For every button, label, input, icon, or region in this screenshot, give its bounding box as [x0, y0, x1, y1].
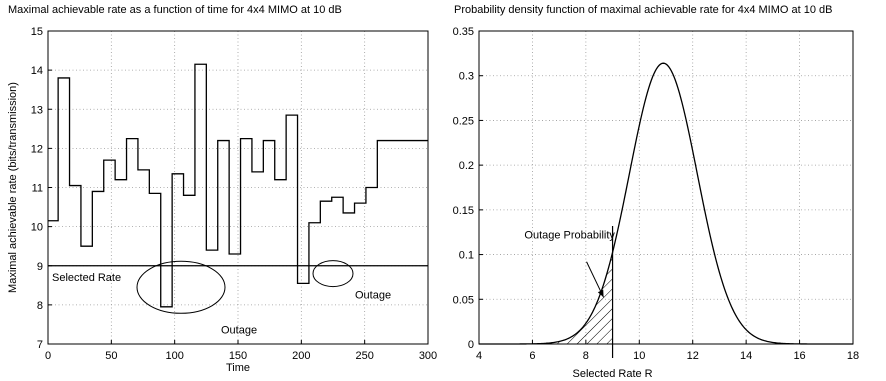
right-outage-probability-label: Outage Probability — [524, 229, 615, 241]
right-tick-labels: 4 6 8 10 12 14 16 18 0 0.05 0.1 0.15 0.2 0.25 0.3 0.35 — [453, 26, 860, 362]
left-y-tick-8: 15 — [31, 26, 43, 38]
right-x-tick-6: 16 — [793, 350, 805, 362]
right-x-tick-1: 6 — [529, 350, 535, 362]
right-y-tick-5: 0.25 — [453, 115, 474, 127]
left-y-tick-3: 10 — [31, 222, 43, 234]
right-x-tick-0: 4 — [476, 350, 482, 362]
right-grid — [479, 31, 853, 344]
left-x-tick-6: 300 — [419, 350, 437, 362]
left-x-tick-3: 150 — [229, 350, 247, 362]
right-y-tick-6: 0.3 — [459, 71, 474, 83]
left-y-tick-5: 12 — [31, 143, 43, 155]
right-x-tick-4: 12 — [687, 350, 699, 362]
right-outage-shaded-area — [479, 252, 613, 344]
right-y-tick-3: 0.15 — [453, 205, 474, 217]
right-x-axis-label: Selected Rate R — [573, 368, 653, 380]
right-y-tick-0: 0 — [468, 339, 474, 351]
right-chart-title: Probability density function of maximal … — [454, 4, 832, 16]
right-y-tick-2: 0.1 — [459, 250, 474, 262]
left-outage-annotation-1: Outage — [221, 324, 257, 336]
right-outage-arrowhead — [597, 289, 604, 298]
right-y-tick-4: 0.2 — [459, 160, 474, 172]
left-y-tick-2: 9 — [37, 261, 43, 273]
right-x-tick-3: 10 — [633, 350, 645, 362]
right-pdf-curve — [479, 62, 853, 345]
right-x-tick-7: 18 — [847, 350, 859, 362]
left-chart-title: Maximal achievable rate as a function of… — [8, 4, 342, 16]
left-x-tick-2: 100 — [165, 350, 183, 362]
left-y-tick-4: 11 — [32, 183, 43, 195]
right-x-tick-2: 8 — [583, 350, 589, 362]
left-x-tick-0: 0 — [45, 350, 51, 362]
right-plot-frame — [478, 30, 854, 345]
left-y-tick-7: 14 — [31, 65, 43, 77]
left-x-tick-4: 200 — [292, 350, 310, 362]
left-y-tick-0: 7 — [37, 339, 43, 351]
left-selected-rate-label: Selected Rate — [52, 272, 121, 284]
right-y-tick-1: 0.05 — [453, 294, 474, 306]
left-x-tick-5: 250 — [355, 350, 373, 362]
left-tick-labels: 0 50 100 150 200 250 300 7 8 9 10 11 12 13 14 15 — [31, 26, 437, 362]
left-y-tick-1: 8 — [37, 300, 43, 312]
left-outage-annotation-2: Outage — [355, 290, 391, 302]
left-outage-ellipse-1 — [136, 260, 226, 314]
left-x-axis-label: Time — [226, 362, 250, 374]
left-outage-ellipse-2 — [312, 260, 354, 288]
left-y-axis-label: Maximal achievable rate (bits/transmissi… — [7, 82, 19, 293]
right-y-tick-7: 0.35 — [453, 26, 474, 38]
right-chart: Probability density function of maximal … — [453, 4, 860, 380]
left-y-tick-6: 13 — [31, 104, 43, 116]
left-rate-series-line — [48, 63, 428, 308]
right-x-tick-5: 14 — [740, 350, 752, 362]
left-chart: Maximal achievable rate as a function of… — [7, 4, 437, 374]
left-x-tick-1: 50 — [105, 350, 117, 362]
